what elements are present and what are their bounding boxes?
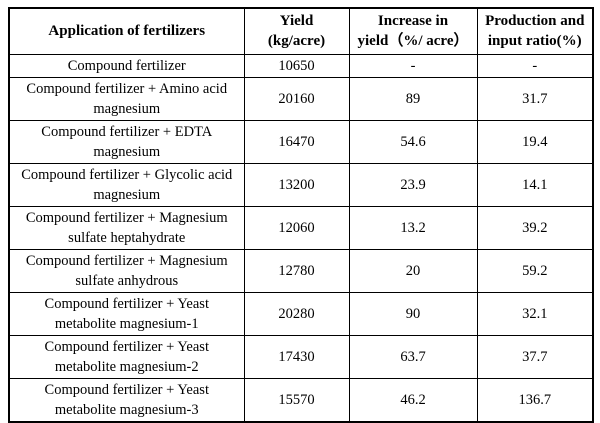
cell-ratio: 39.2 (476, 205, 594, 250)
cell-ratio: 19.4 (476, 119, 594, 164)
column-header-yield: Yield (kg/acre) (243, 7, 350, 55)
cell-application: Compound fertilizer (8, 53, 245, 78)
cell-increase: - (348, 53, 478, 78)
cell-ratio: 31.7 (476, 76, 594, 121)
column-header-increase: Increase in yield（%/ acre） (348, 7, 478, 55)
cell-yield: 13200 (243, 162, 350, 207)
cell-application: Compound fertilizer + Glycolic acid magn… (8, 162, 245, 207)
header-label-line2: yield（%/ acre） (357, 33, 469, 50)
fertilizer-data-table: Application of fertilizers Yield (kg/acr… (8, 7, 594, 423)
cell-application: Compound fertilizer + EDTA magnesium (8, 119, 245, 164)
header-label-line2: input ratio(%) (487, 33, 582, 50)
header-label: Application of fertilizers (48, 22, 206, 39)
cell-ratio: 59.2 (476, 248, 594, 293)
table-row: Compound fertilizer + Yeast metabolite m… (8, 334, 594, 379)
header-label-line1: Increase in (377, 12, 449, 29)
table-row: Compound fertilizer 10650 - - (8, 53, 594, 78)
cell-yield: 12060 (243, 205, 350, 250)
table-row: Compound fertilizer + Amino acid magnesi… (8, 76, 594, 121)
cell-yield: 17430 (243, 334, 350, 379)
cell-ratio: 32.1 (476, 291, 594, 336)
cell-yield: 20280 (243, 291, 350, 336)
cell-ratio: 14.1 (476, 162, 594, 207)
header-label-line1: Production and (485, 12, 585, 29)
cell-yield: 16470 (243, 119, 350, 164)
cell-increase: 89 (348, 76, 478, 121)
table-row: Compound fertilizer + Magnesium sulfate … (8, 248, 594, 293)
cell-application: Compound fertilizer + Amino acid magnesi… (8, 76, 245, 121)
cell-increase: 13.2 (348, 205, 478, 250)
table-header-row: Application of fertilizers Yield (kg/acr… (8, 7, 594, 55)
cell-yield: 10650 (243, 53, 350, 78)
cell-yield: 20160 (243, 76, 350, 121)
cell-ratio: - (476, 53, 594, 78)
cell-increase: 90 (348, 291, 478, 336)
cell-application: Compound fertilizer + Magnesium sulfate … (8, 248, 245, 293)
cell-application: Compound fertilizer + Yeast metabolite m… (8, 291, 245, 336)
column-header-application: Application of fertilizers (8, 7, 245, 55)
table-row: Compound fertilizer + Glycolic acid magn… (8, 162, 594, 207)
cell-increase: 23.9 (348, 162, 478, 207)
cell-increase: 54.6 (348, 119, 478, 164)
header-label-line2: (kg/acre) (267, 33, 326, 50)
cell-yield: 12780 (243, 248, 350, 293)
cell-application: Compound fertilizer + Yeast metabolite m… (8, 334, 245, 379)
fertilizer-table-container: Application of fertilizers Yield (kg/acr… (8, 7, 594, 423)
cell-increase: 20 (348, 248, 478, 293)
column-header-ratio: Production and input ratio(%) (476, 7, 594, 55)
table-row: Compound fertilizer + Yeast metabolite m… (8, 291, 594, 336)
table-row: Compound fertilizer + EDTA magnesium 164… (8, 119, 594, 164)
cell-ratio: 37.7 (476, 334, 594, 379)
header-label-line1: Yield (279, 12, 314, 29)
cell-increase: 63.7 (348, 334, 478, 379)
table-row: Compound fertilizer + Magnesium sulfate … (8, 205, 594, 250)
cell-application: Compound fertilizer + Magnesium sulfate … (8, 205, 245, 250)
